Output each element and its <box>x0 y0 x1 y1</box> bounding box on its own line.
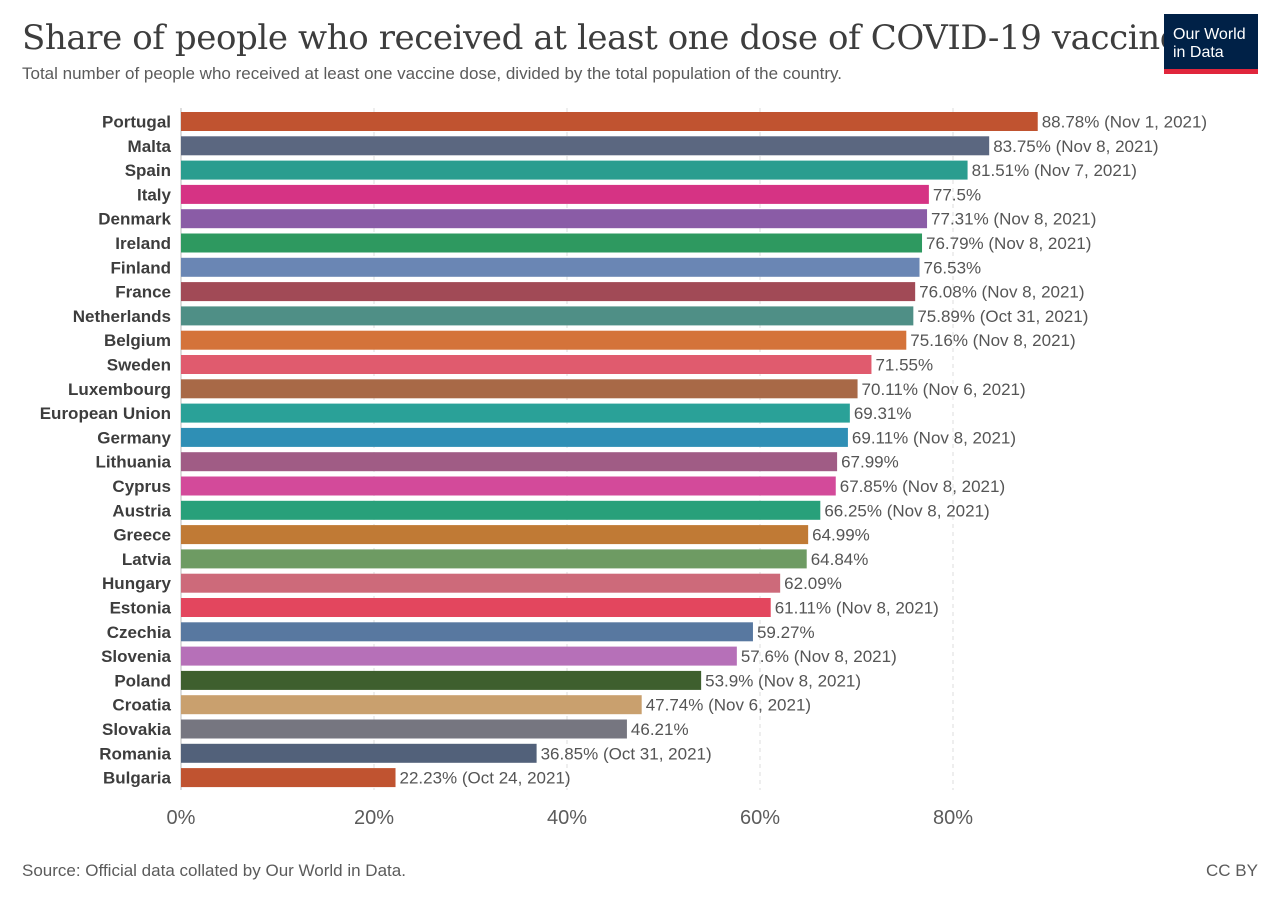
category-label: Denmark <box>98 210 171 229</box>
value-label: 57.6% (Nov 8, 2021) <box>741 647 897 666</box>
category-label: Germany <box>97 428 171 447</box>
value-label: 64.99% <box>812 526 870 545</box>
value-label: 53.9% (Nov 8, 2021) <box>705 671 861 690</box>
bar <box>181 184 929 204</box>
bar <box>181 209 928 229</box>
category-label: Italy <box>137 185 172 204</box>
bar <box>181 598 771 617</box>
bar <box>181 403 850 423</box>
value-label: 69.31% <box>854 404 912 423</box>
category-label: Greece <box>113 526 171 545</box>
x-tick-label: 60% <box>740 807 780 829</box>
value-label: 71.55% <box>875 356 933 375</box>
bar <box>181 549 807 569</box>
value-label: 83.75% (Nov 8, 2021) <box>993 137 1158 156</box>
category-label: European Union <box>40 404 171 423</box>
category-label: Latvia <box>122 550 172 569</box>
category-label: Malta <box>128 137 172 156</box>
bar <box>181 306 914 326</box>
category-label: Slovakia <box>102 720 172 739</box>
chart-title: Share of people who received at least on… <box>22 18 1180 58</box>
chart-subtitle: Total number of people who received at l… <box>22 64 842 83</box>
bar <box>181 500 821 520</box>
value-label: 36.85% (Oct 31, 2021) <box>541 744 712 763</box>
bar <box>181 233 923 253</box>
x-tick-label: 40% <box>547 807 587 829</box>
category-label: Portugal <box>102 113 171 132</box>
x-tick-label: 20% <box>354 807 394 829</box>
category-label: Romania <box>99 744 171 763</box>
category-label: Lithuania <box>95 453 171 472</box>
bar <box>181 427 848 447</box>
category-label: Poland <box>114 671 171 690</box>
category-label: Finland <box>111 258 171 277</box>
value-label: 76.08% (Nov 8, 2021) <box>919 283 1084 302</box>
value-label: 75.16% (Nov 8, 2021) <box>910 331 1075 350</box>
bar <box>181 719 627 739</box>
bar <box>181 670 702 690</box>
category-label: Estonia <box>110 599 172 618</box>
bar <box>181 525 809 545</box>
bar <box>181 622 753 642</box>
category-label: Luxembourg <box>68 380 171 399</box>
category-label: Croatia <box>112 696 171 715</box>
value-label: 66.25% (Nov 8, 2021) <box>824 501 989 520</box>
bar <box>181 768 396 788</box>
category-label: Slovenia <box>101 647 171 666</box>
value-label: 67.99% <box>841 453 899 472</box>
value-label: 70.11% (Nov 6, 2021) <box>862 380 1026 399</box>
logo-line-1: Our World <box>1173 26 1246 43</box>
value-label: 46.21% <box>631 720 689 739</box>
bar <box>181 646 737 666</box>
value-label: 77.5% <box>933 185 981 204</box>
value-label: 76.53% <box>924 258 982 277</box>
value-label: 61.11% (Nov 8, 2021) <box>775 599 939 618</box>
x-tick-label: 80% <box>933 807 973 829</box>
bar <box>181 476 836 496</box>
value-label: 76.79% (Nov 8, 2021) <box>926 234 1091 253</box>
bar <box>181 257 920 277</box>
bar <box>181 355 872 374</box>
category-label: Cyprus <box>112 477 171 496</box>
category-label: Ireland <box>115 234 171 253</box>
value-label: 67.85% (Nov 8, 2021) <box>840 477 1005 496</box>
value-label: 59.27% <box>757 623 815 642</box>
value-label: 69.11% (Nov 8, 2021) <box>852 428 1016 447</box>
bar <box>181 282 916 302</box>
bar <box>181 136 990 156</box>
bar <box>181 112 1038 131</box>
value-label: 81.51% (Nov 7, 2021) <box>972 161 1137 180</box>
bar <box>181 452 838 472</box>
logo-line-2: in Data <box>1173 44 1224 61</box>
bar <box>181 160 968 180</box>
bar <box>181 573 781 593</box>
category-label: Czechia <box>107 623 172 642</box>
value-label: 75.89% (Oct 31, 2021) <box>917 307 1088 326</box>
bar <box>181 743 537 763</box>
category-label: Netherlands <box>73 307 171 326</box>
bar <box>181 695 642 715</box>
source-note: Source: Official data collated by Our Wo… <box>22 861 406 880</box>
value-label: 64.84% <box>811 550 869 569</box>
value-label: 62.09% <box>784 574 842 593</box>
owid-logo[interactable]: Our World in Data <box>1164 14 1258 74</box>
bar <box>181 379 858 399</box>
value-label: 22.23% (Oct 24, 2021) <box>400 769 571 788</box>
category-label: Bulgaria <box>103 769 172 788</box>
category-label: Belgium <box>104 331 171 350</box>
category-label: Austria <box>112 501 171 520</box>
category-label: Hungary <box>102 574 172 593</box>
category-label: Sweden <box>107 356 171 375</box>
value-label: 47.74% (Nov 6, 2021) <box>646 696 811 715</box>
license-link[interactable]: CC BY <box>1206 861 1258 880</box>
bar <box>181 330 907 350</box>
value-label: 88.78% (Nov 1, 2021) <box>1042 113 1207 132</box>
value-label: 77.31% (Nov 8, 2021) <box>931 210 1096 229</box>
category-label: France <box>115 283 171 302</box>
category-label: Spain <box>125 161 171 180</box>
x-tick-label: 0% <box>167 807 196 829</box>
